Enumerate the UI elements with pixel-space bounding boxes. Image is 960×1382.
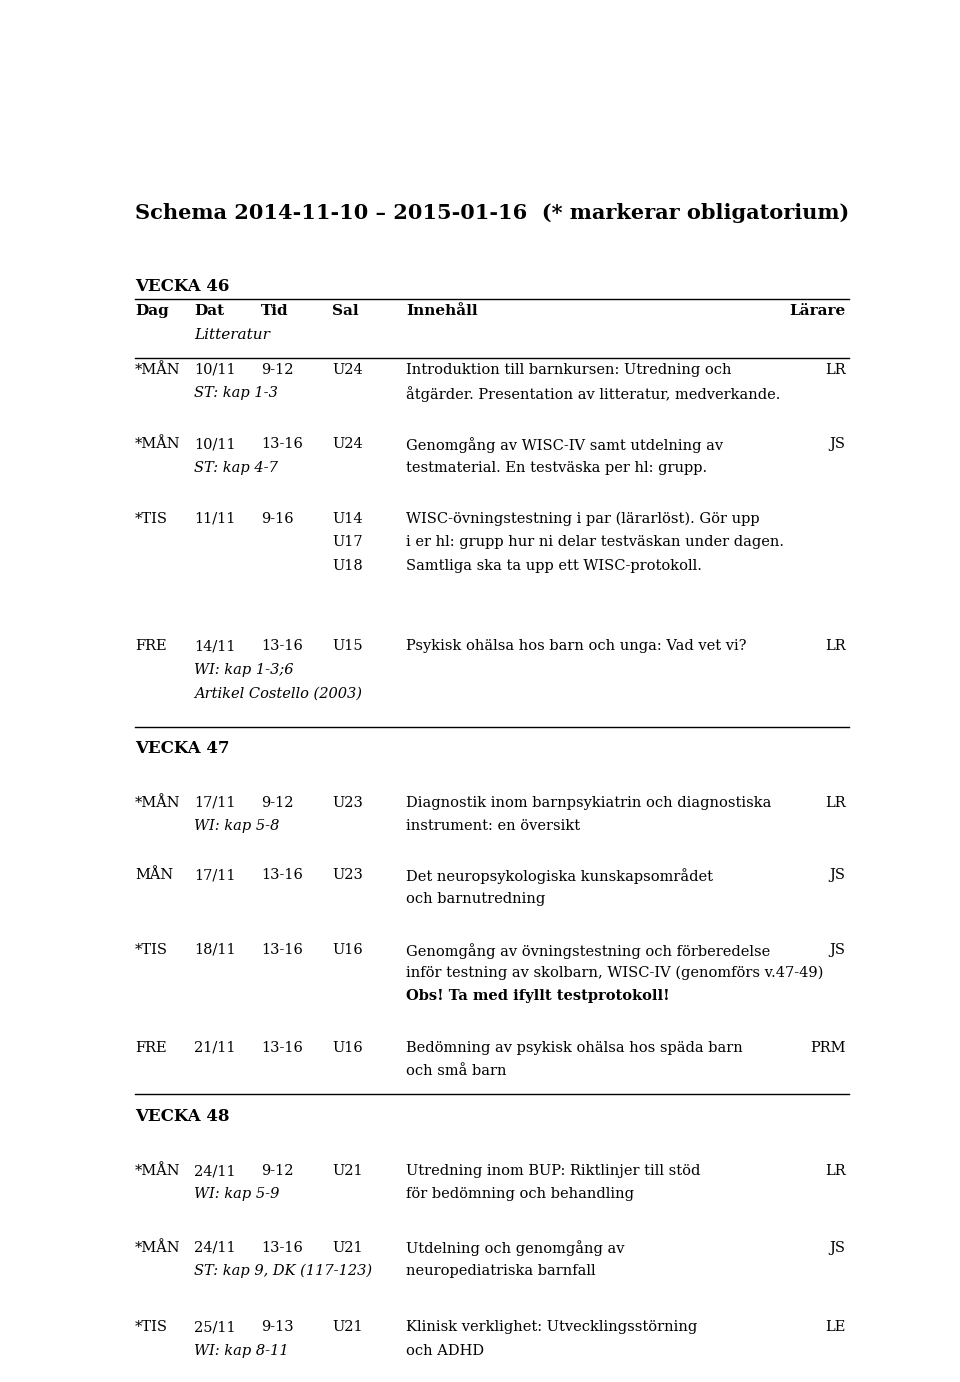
Text: 18/11: 18/11 [194, 943, 236, 956]
Text: FRE: FRE [134, 640, 166, 654]
Text: neuropediatriska barnfall: neuropediatriska barnfall [406, 1265, 596, 1278]
Text: VECKA 48: VECKA 48 [134, 1107, 229, 1125]
Text: 24/11: 24/11 [194, 1164, 236, 1177]
Text: 11/11: 11/11 [194, 511, 236, 525]
Text: Bedömning av psykisk ohälsa hos späda barn: Bedömning av psykisk ohälsa hos späda ba… [406, 1041, 743, 1054]
Text: 9-12: 9-12 [261, 796, 294, 810]
Text: LR: LR [825, 1164, 846, 1177]
Text: 25/11: 25/11 [194, 1320, 236, 1335]
Text: LR: LR [825, 362, 846, 377]
Text: 13-16: 13-16 [261, 1241, 303, 1255]
Text: och ADHD: och ADHD [406, 1343, 485, 1359]
Text: instrument: en översikt: instrument: en översikt [406, 820, 581, 833]
Text: PRM: PRM [810, 1041, 846, 1054]
Text: i er hl: grupp hur ni delar testväskan under dagen.: i er hl: grupp hur ni delar testväskan u… [406, 535, 784, 549]
Text: 24/11: 24/11 [194, 1241, 236, 1255]
Text: LE: LE [825, 1320, 846, 1335]
Text: 13-16: 13-16 [261, 437, 303, 451]
Text: Psykisk ohälsa hos barn och unga: Vad vet vi?: Psykisk ohälsa hos barn och unga: Vad ve… [406, 640, 747, 654]
Text: Sal: Sal [332, 304, 359, 318]
Text: Genomgång av WISC-IV samt utdelning av: Genomgång av WISC-IV samt utdelning av [406, 437, 724, 453]
Text: JS: JS [829, 868, 846, 882]
Text: LR: LR [825, 796, 846, 810]
Text: *TIS: *TIS [134, 511, 168, 525]
Text: *TIS: *TIS [134, 943, 168, 956]
Text: Dat: Dat [194, 304, 225, 318]
Text: U24: U24 [332, 437, 363, 451]
Text: U21: U21 [332, 1241, 363, 1255]
Text: Dag: Dag [134, 304, 169, 318]
Text: MÅN: MÅN [134, 868, 173, 882]
Text: VECKA 46: VECKA 46 [134, 278, 229, 294]
Text: *MÅN: *MÅN [134, 1241, 180, 1255]
Text: 13-16: 13-16 [261, 640, 303, 654]
Text: Litteratur: Litteratur [194, 328, 271, 341]
Text: 9-13: 9-13 [261, 1320, 294, 1335]
Text: Det neuropsykologiska kunskapsområdet: Det neuropsykologiska kunskapsområdet [406, 868, 713, 884]
Text: 9-12: 9-12 [261, 362, 294, 377]
Text: U24: U24 [332, 362, 363, 377]
Text: ST: kap 9, DK (117-123): ST: kap 9, DK (117-123) [194, 1265, 372, 1278]
Text: åtgärder. Presentation av litteratur, medverkande.: åtgärder. Presentation av litteratur, me… [406, 386, 780, 402]
Text: 10/11: 10/11 [194, 362, 236, 377]
Text: U16: U16 [332, 943, 363, 956]
Text: WI: kap 5-8: WI: kap 5-8 [194, 820, 279, 833]
Text: 13-16: 13-16 [261, 1041, 303, 1054]
Text: 17/11: 17/11 [194, 868, 236, 882]
Text: och barnutredning: och barnutredning [406, 891, 545, 905]
Text: U21: U21 [332, 1320, 363, 1335]
Text: 13-16: 13-16 [261, 943, 303, 956]
Text: Innehåll: Innehåll [406, 304, 478, 318]
Text: Introduktion till barnkursen: Utredning och: Introduktion till barnkursen: Utredning … [406, 362, 732, 377]
Text: Genomgång av övningstestning och förberedelse: Genomgång av övningstestning och förbere… [406, 943, 771, 959]
Text: WI: kap 8-11: WI: kap 8-11 [194, 1343, 289, 1359]
Text: Diagnostik inom barnpsykiatrin och diagnostiska: Diagnostik inom barnpsykiatrin och diagn… [406, 796, 772, 810]
Text: Utredning inom BUP: Riktlinjer till stöd: Utredning inom BUP: Riktlinjer till stöd [406, 1164, 701, 1177]
Text: Klinisk verklighet: Utvecklingsstörning: Klinisk verklighet: Utvecklingsstörning [406, 1320, 698, 1335]
Text: testmaterial. En testväska per hl: grupp.: testmaterial. En testväska per hl: grupp… [406, 460, 708, 474]
Text: *TIS: *TIS [134, 1320, 168, 1335]
Text: Samtliga ska ta upp ett WISC-protokoll.: Samtliga ska ta upp ett WISC-protokoll. [406, 558, 703, 572]
Text: WISC-övningstestning i par (lärarlöst). Gör upp: WISC-övningstestning i par (lärarlöst). … [406, 511, 760, 527]
Text: U17: U17 [332, 535, 363, 549]
Text: FRE: FRE [134, 1041, 166, 1054]
Text: Utdelning och genomgång av: Utdelning och genomgång av [406, 1241, 625, 1256]
Text: 21/11: 21/11 [194, 1041, 236, 1054]
Text: JS: JS [829, 1241, 846, 1255]
Text: 13-16: 13-16 [261, 868, 303, 882]
Text: 17/11: 17/11 [194, 796, 236, 810]
Text: VECKA 47: VECKA 47 [134, 741, 229, 757]
Text: Tid: Tid [261, 304, 289, 318]
Text: WI: kap 1-3;6: WI: kap 1-3;6 [194, 663, 294, 677]
Text: U23: U23 [332, 868, 363, 882]
Text: Artikel Costello (2003): Artikel Costello (2003) [194, 687, 362, 701]
Text: 10/11: 10/11 [194, 437, 236, 451]
Text: U15: U15 [332, 640, 363, 654]
Text: U16: U16 [332, 1041, 363, 1054]
Text: U18: U18 [332, 558, 363, 572]
Text: Obs! Ta med ifyllt testprotokoll!: Obs! Ta med ifyllt testprotokoll! [406, 990, 670, 1003]
Text: WI: kap 5-9: WI: kap 5-9 [194, 1187, 279, 1201]
Text: 9-16: 9-16 [261, 511, 294, 525]
Text: Lärare: Lärare [789, 304, 846, 318]
Text: Schema 2014-11-10 – 2015-01-16  (* markerar obligatorium): Schema 2014-11-10 – 2015-01-16 (* marker… [134, 203, 850, 223]
Text: för bedömning och behandling: för bedömning och behandling [406, 1187, 635, 1201]
Text: U23: U23 [332, 796, 363, 810]
Text: ST: kap 4-7: ST: kap 4-7 [194, 460, 278, 474]
Text: 14/11: 14/11 [194, 640, 236, 654]
Text: U21: U21 [332, 1164, 363, 1177]
Text: *MÅN: *MÅN [134, 362, 180, 377]
Text: JS: JS [829, 437, 846, 451]
Text: *MÅN: *MÅN [134, 1164, 180, 1177]
Text: LR: LR [825, 640, 846, 654]
Text: inför testning av skolbarn, WISC-IV (genomförs v.47-49): inför testning av skolbarn, WISC-IV (gen… [406, 966, 824, 980]
Text: *MÅN: *MÅN [134, 437, 180, 451]
Text: 9-12: 9-12 [261, 1164, 294, 1177]
Text: JS: JS [829, 943, 846, 956]
Text: ST: kap 1-3: ST: kap 1-3 [194, 386, 278, 401]
Text: och små barn: och små barn [406, 1064, 507, 1078]
Text: U14: U14 [332, 511, 363, 525]
Text: *MÅN: *MÅN [134, 796, 180, 810]
